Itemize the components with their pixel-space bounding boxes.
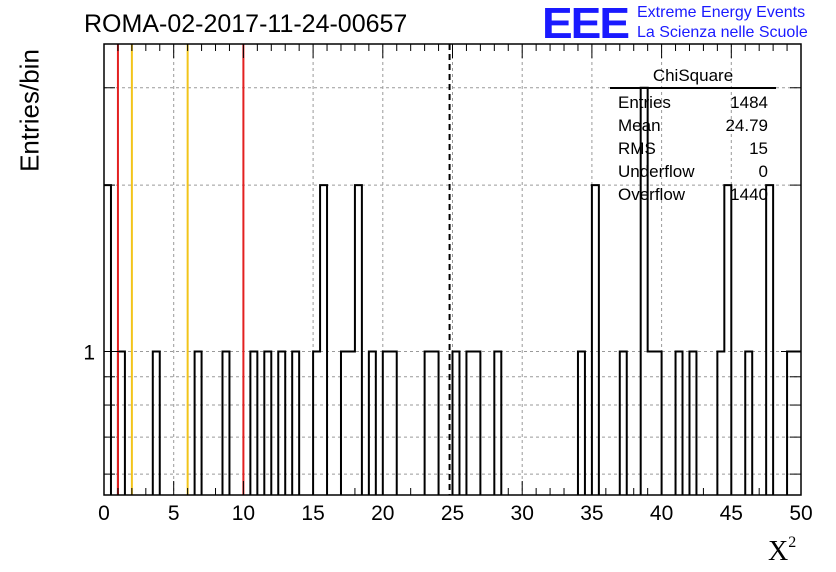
x-tick-label: 30 bbox=[511, 502, 534, 525]
stats-label: RMS bbox=[618, 139, 656, 158]
x-tick-label: 25 bbox=[441, 502, 464, 525]
y-tick-label: 1 bbox=[83, 341, 95, 364]
stats-label: Overflow bbox=[618, 185, 686, 204]
x-tick-label: 35 bbox=[580, 502, 603, 525]
stats-row-mean: Mean 24.79 bbox=[610, 114, 776, 137]
x-tick-label: 15 bbox=[301, 502, 324, 525]
x-axis-label-x: X bbox=[768, 536, 789, 567]
stats-value: 0 bbox=[758, 162, 768, 181]
stats-row-rms: RMS 15 bbox=[610, 137, 776, 160]
x-tick-label: 10 bbox=[232, 502, 255, 525]
x-axis-label-exp: 2 bbox=[788, 534, 797, 551]
plot-title: ROMA-02-2017-11-24-00657 bbox=[84, 10, 408, 38]
x-tick-label: 50 bbox=[789, 502, 812, 525]
stats-label: Underflow bbox=[618, 162, 695, 181]
stats-row-entries: Entries 1484 bbox=[610, 91, 776, 114]
stats-value: 1440 bbox=[730, 185, 768, 204]
stats-value: 24.79 bbox=[725, 116, 768, 135]
stats-title: ChiSquare bbox=[610, 66, 776, 89]
y-axis-label: Entries/bin bbox=[14, 49, 45, 172]
logo-line-2: La Scienza nelle Scuole bbox=[637, 24, 808, 41]
stats-value: 15 bbox=[749, 139, 768, 158]
histogram-outline bbox=[104, 86, 801, 495]
stats-value: 1484 bbox=[730, 93, 768, 112]
logo-line-1: Extreme Energy Events bbox=[637, 4, 806, 21]
x-tick-label: 20 bbox=[371, 502, 394, 525]
stats-label: Mean bbox=[618, 116, 661, 135]
x-axis-label: X2 bbox=[768, 534, 797, 568]
stats-row-overflow: Overflow 1440 bbox=[610, 183, 776, 206]
x-tick-label: 0 bbox=[98, 502, 110, 525]
eee-logo-text: Extreme Energy Events La Scienza nelle S… bbox=[637, 3, 808, 43]
x-tick-label: 45 bbox=[720, 502, 743, 525]
x-tick-label: 5 bbox=[168, 502, 180, 525]
stats-label: Entries bbox=[618, 93, 671, 112]
eee-logo-mark: EEE bbox=[542, 0, 630, 48]
stats-row-underflow: Underflow 0 bbox=[610, 160, 776, 183]
x-tick-label: 40 bbox=[650, 502, 673, 525]
stats-box: ChiSquare Entries 1484 Mean 24.79 RMS 15 Un… bbox=[610, 66, 776, 206]
